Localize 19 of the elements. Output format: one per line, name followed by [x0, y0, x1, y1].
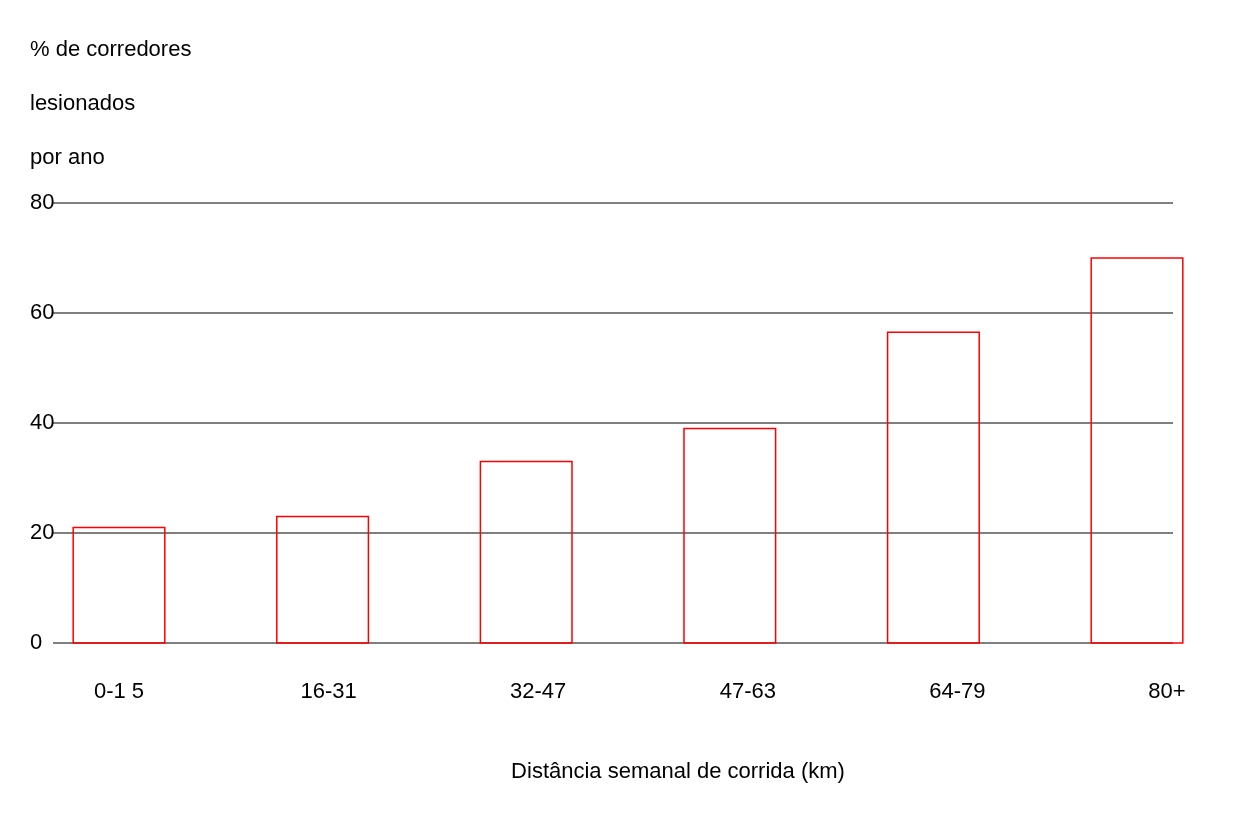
bar: [1090, 257, 1184, 644]
text: % de corredores lesionados por ano: [30, 36, 192, 169]
y-tick-label: 40: [30, 408, 55, 434]
x-axis-title: Distância semanal de corrida (km): [511, 758, 845, 783]
bar: [72, 526, 166, 644]
bar: [683, 427, 777, 644]
x-tick-label: 16-31: [300, 678, 357, 703]
x-tick-label: 80+: [1148, 678, 1186, 703]
bar: [479, 460, 573, 644]
y-tick-label: 60: [30, 298, 55, 324]
y-tick-label: 80: [30, 188, 55, 214]
x-tick-label: 0-1 5: [93, 678, 145, 703]
y-tick-label: 20: [30, 518, 55, 544]
bar: [886, 331, 980, 644]
x-tick-label: 47-63: [719, 678, 776, 703]
x-tick-label: 32-47: [510, 678, 567, 703]
x-tick-label: 64-79: [929, 678, 986, 703]
bar: [276, 515, 370, 644]
y-tick-label: 0: [30, 628, 43, 654]
